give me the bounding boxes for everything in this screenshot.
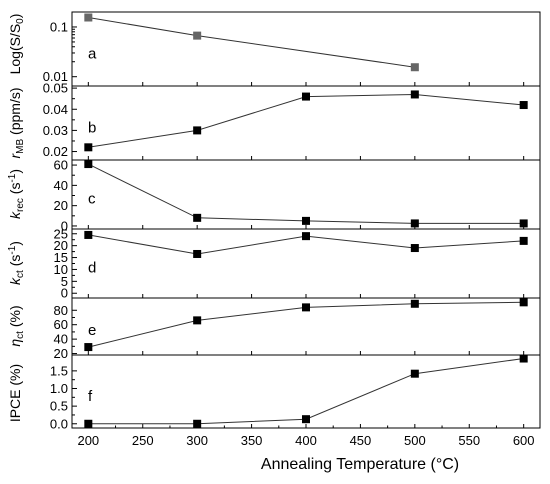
xtick-label: 300 — [186, 433, 208, 448]
panel-d-point — [410, 244, 419, 253]
panel-d-ytick-label: 10 — [54, 262, 68, 277]
panel-c-letter: c — [88, 191, 96, 208]
xtick-label: 250 — [132, 433, 154, 448]
panel-b-point — [84, 143, 93, 152]
panel-d-point — [84, 230, 93, 239]
panel-c-point — [519, 219, 528, 228]
panel-e-point — [193, 316, 202, 325]
panel-a-point — [193, 31, 202, 40]
panel-b-ytick-label: 0.05 — [43, 81, 68, 96]
xtick-label: 500 — [404, 433, 426, 448]
xtick-label: 200 — [77, 433, 99, 448]
panel-b-point — [410, 90, 419, 99]
xtick-label: 450 — [350, 433, 372, 448]
panel-d-letter: d — [88, 260, 96, 277]
panel-f-ytick-label: 1.0 — [50, 381, 68, 396]
panel-d-ytick-label: 15 — [54, 250, 68, 265]
panel-f-ytick-label: 0.0 — [50, 416, 68, 431]
x-axis-title: Annealing Temperature (°C) — [261, 456, 459, 473]
panel-e-point — [410, 299, 419, 308]
panel-d-ytick-label: 0 — [61, 286, 68, 301]
panels-layer: 0.010.1a0.020.030.040.05b0204060c0510152… — [43, 11, 541, 448]
panel-b-ytick-label: 0.02 — [43, 144, 68, 159]
panel-d-point — [519, 236, 528, 245]
panel-e-ytick-label: 40 — [54, 332, 68, 347]
panel-c-point — [302, 216, 310, 225]
panel-a-point — [410, 63, 419, 72]
panel-e-point — [519, 298, 528, 307]
panel-f-letter: f — [88, 388, 93, 405]
ylabel-a: Log(S/S0) — [7, 14, 26, 75]
panel-e-point — [84, 343, 93, 352]
panel-c-series-line — [88, 163, 524, 224]
panel-d-ytick-label: 25 — [54, 226, 68, 241]
panel-d-ytick-label: 20 — [54, 238, 68, 253]
panel-a-letter: a — [88, 45, 97, 62]
panel-f-point — [193, 419, 202, 428]
panel-b-point — [519, 101, 528, 110]
panel-f-point — [410, 369, 419, 378]
panel-e-point — [302, 303, 310, 312]
panel-a-frame — [71, 11, 541, 87]
panel-d-point — [302, 232, 310, 241]
xtick-label: 600 — [513, 433, 535, 448]
panel-b-series-line — [88, 93, 524, 148]
panel-f-point — [84, 419, 93, 428]
panel-c-ytick-label: 20 — [54, 198, 68, 213]
panel-b-point — [193, 126, 202, 135]
panel-c-ytick-label: 60 — [54, 158, 68, 173]
panel-d-ytick-label: 5 — [61, 274, 68, 289]
ylabel-e: ηct (%) — [7, 305, 26, 346]
ylabel-d: kct (s-1) — [7, 241, 26, 285]
xtick-label: 350 — [241, 433, 263, 448]
panel-f-ytick-label: 1.5 — [50, 363, 68, 378]
panel-f-series-line — [88, 358, 524, 425]
panel-e-ytick-label: 60 — [54, 317, 68, 332]
panel-c-point — [84, 160, 93, 169]
ylabel-f: IPCE (%) — [7, 364, 23, 422]
panel-a-ytick-label: 0.01 — [43, 69, 68, 84]
panel-b-ytick-label: 0.04 — [43, 102, 68, 117]
panel-e-ytick-label: 20 — [54, 346, 68, 361]
panel-e-ytick-label: 80 — [54, 303, 68, 318]
panel-f-point — [302, 415, 310, 424]
panel-d-point — [193, 249, 202, 258]
panel-a-series-line — [88, 17, 415, 68]
panel-f-point — [519, 354, 528, 363]
panel-a-ytick-label: 0.1 — [50, 19, 68, 34]
panel-c-point — [193, 213, 202, 222]
panel-c-ytick-label: 40 — [54, 178, 68, 193]
panel-f-ytick-label: 0.5 — [50, 399, 68, 414]
ylabel-b: rMB (ppm/s) — [7, 87, 26, 158]
panel-b-point — [302, 92, 310, 101]
panel-b-letter: b — [88, 119, 96, 136]
xtick-label: 400 — [295, 433, 317, 448]
panel-c-ytick-label: 0 — [61, 218, 68, 233]
xtick-label: 550 — [458, 433, 480, 448]
ylabel-c: krec (s-1) — [7, 169, 26, 219]
panel-b-ytick-label: 0.03 — [43, 123, 68, 138]
panel-e-letter: e — [88, 322, 96, 339]
panel-c-point — [410, 219, 419, 228]
panel-a-point — [84, 13, 93, 22]
